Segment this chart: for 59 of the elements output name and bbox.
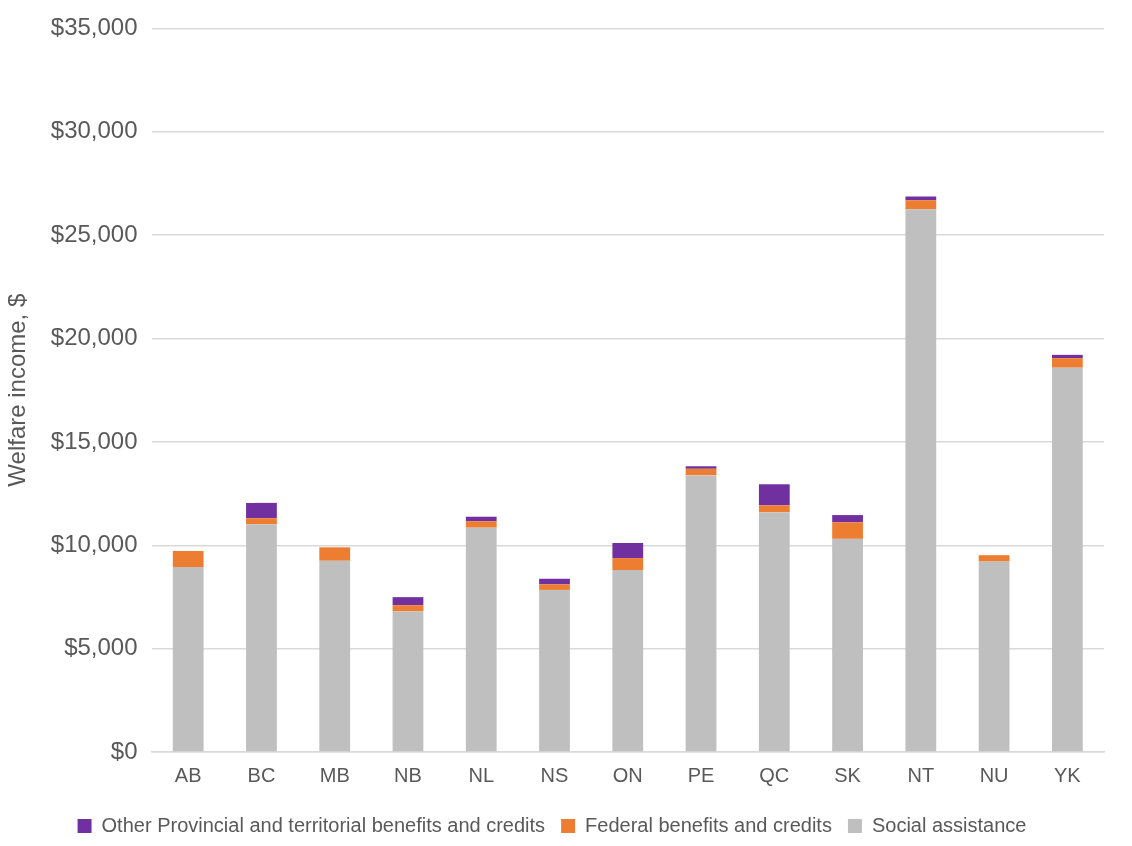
bar xyxy=(612,558,644,571)
x-tick-label: AB xyxy=(174,763,202,786)
y-tick-label: $20,000 xyxy=(50,323,138,351)
bar xyxy=(319,547,351,561)
bar xyxy=(832,515,863,523)
y-tick-label: $35,000 xyxy=(50,13,138,41)
bar xyxy=(832,522,863,539)
bar xyxy=(539,589,570,752)
bar xyxy=(392,611,424,752)
bar xyxy=(978,561,1010,752)
bar xyxy=(758,512,790,752)
bar xyxy=(905,200,937,210)
bar xyxy=(612,542,644,559)
x-tick-label: MB xyxy=(319,763,350,786)
bar xyxy=(392,597,424,606)
x-tick-label: NU xyxy=(979,763,1009,786)
bar xyxy=(465,527,497,752)
bar xyxy=(685,466,717,469)
bar xyxy=(1051,354,1083,359)
bar xyxy=(319,560,351,752)
bar xyxy=(905,209,937,752)
bar xyxy=(905,196,937,201)
bar xyxy=(246,524,277,752)
y-tick-label: $25,000 xyxy=(50,219,138,247)
bar xyxy=(758,484,790,506)
bar xyxy=(539,578,570,585)
x-tick-label: SK xyxy=(834,763,862,786)
x-tick-label: YK xyxy=(1054,763,1082,786)
bar xyxy=(172,551,204,567)
y-tick-label: $0 xyxy=(110,736,138,764)
y-axis-title: Welfare income, $ xyxy=(3,293,31,487)
legend-label: Social assistance xyxy=(871,813,1027,836)
x-tick-label: QC xyxy=(759,763,790,786)
bar xyxy=(172,566,204,752)
bar xyxy=(539,584,570,590)
bar xyxy=(246,518,277,525)
x-tick-label: NL xyxy=(468,763,495,786)
bar xyxy=(465,521,497,528)
x-tick-label: NB xyxy=(394,763,422,786)
y-tick-label: $5,000 xyxy=(64,633,138,661)
x-tick-label: NS xyxy=(540,763,569,786)
bar xyxy=(246,502,277,519)
y-tick-label: $10,000 xyxy=(50,529,138,557)
bar xyxy=(685,475,717,752)
x-tick-label: NT xyxy=(907,763,935,786)
x-tick-label: BC xyxy=(247,763,276,786)
x-tick-label: ON xyxy=(612,763,643,786)
y-tick-label: $15,000 xyxy=(50,426,138,454)
x-tick-label: PE xyxy=(687,763,715,786)
y-tick-label: $30,000 xyxy=(50,116,138,144)
bar xyxy=(612,570,644,752)
bar xyxy=(758,505,790,513)
bar xyxy=(1051,358,1083,368)
bar xyxy=(832,538,863,752)
bar xyxy=(978,555,1010,562)
bar xyxy=(1051,367,1083,752)
bar xyxy=(392,605,424,612)
legend-label: Federal benefits and credits xyxy=(585,813,832,836)
legend-label: Other Provincial and territorial benefits and credits xyxy=(101,813,546,836)
